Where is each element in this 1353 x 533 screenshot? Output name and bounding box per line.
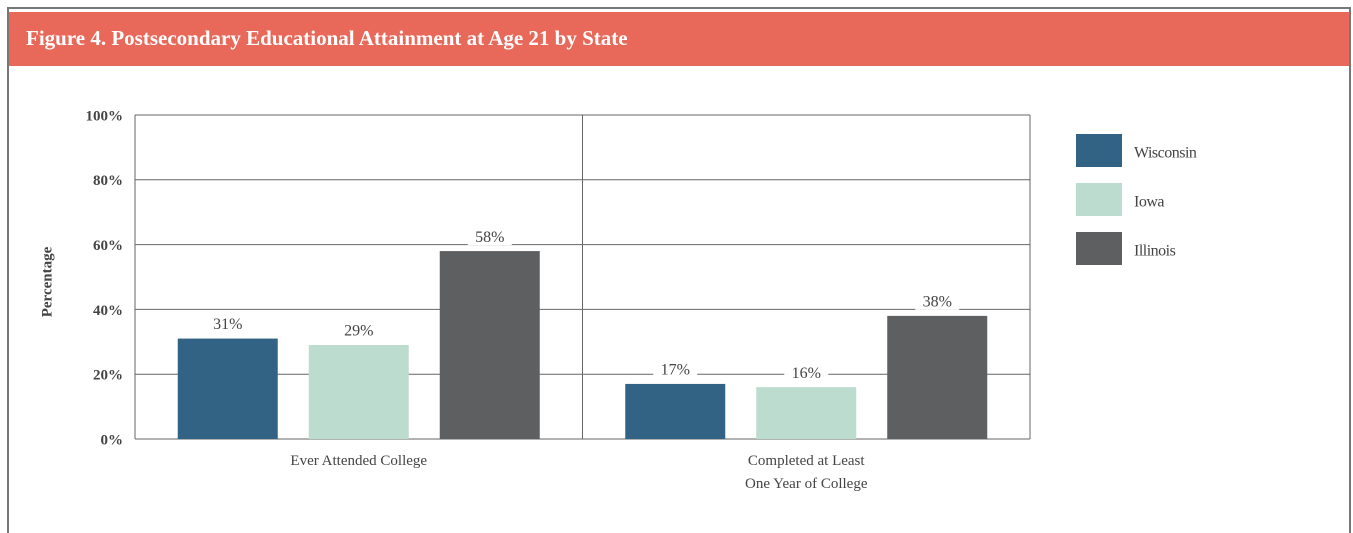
label-bg — [467, 229, 512, 246]
label-bg — [784, 365, 829, 382]
label-bg — [336, 323, 381, 340]
x-tick-label: Completed at Least One Year of College — [745, 453, 868, 492]
data-label: 29% — [344, 323, 373, 340]
chart-title: Figure 4. Postsecondary Educational Atta… — [26, 26, 628, 50]
y-tick-label: 40% — [93, 303, 123, 319]
data-label: 17% — [661, 362, 690, 379]
legend-label: Illinois — [1134, 243, 1176, 260]
legend-label: Wisconsin — [1134, 145, 1197, 162]
bar — [177, 338, 278, 439]
bar — [308, 345, 409, 439]
legend-swatch — [1076, 183, 1122, 216]
y-axis-label: Percentage — [39, 246, 55, 317]
label-bg — [205, 316, 250, 333]
data-label: 31% — [213, 316, 242, 333]
legend-label: Iowa — [1134, 194, 1164, 211]
y-tick-label: 0% — [101, 432, 124, 448]
data-label: 16% — [792, 365, 821, 382]
y-tick-label: 80% — [93, 173, 123, 189]
y-tick-label: 20% — [93, 368, 123, 384]
data-label: 58% — [475, 229, 504, 246]
y-tick-label: 100% — [86, 108, 124, 124]
legend-swatch — [1076, 232, 1122, 265]
data-label: 38% — [923, 294, 952, 311]
label-bg — [915, 293, 960, 310]
bar — [625, 383, 726, 439]
legend-swatch — [1076, 134, 1122, 167]
x-tick-label: Ever Attended College — [290, 453, 427, 469]
label-bg — [653, 361, 698, 378]
header-bar — [9, 12, 1349, 66]
bar — [756, 387, 857, 439]
frame — [7, 7, 1351, 533]
bar — [887, 315, 988, 439]
y-tick-label: 60% — [93, 238, 123, 254]
bar — [439, 251, 540, 439]
